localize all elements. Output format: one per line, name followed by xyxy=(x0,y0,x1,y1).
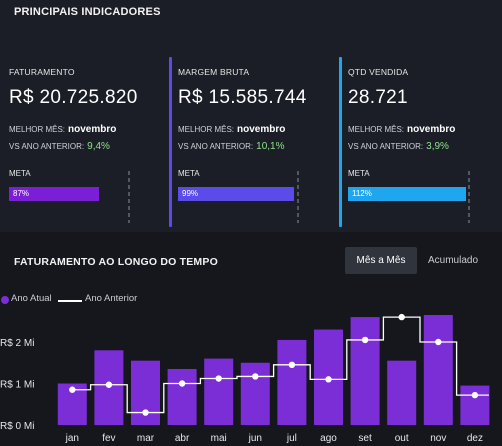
vs-prev-label: VS ANO ANTERIOR: xyxy=(9,142,85,151)
meta-target-marker xyxy=(128,171,130,223)
card-label: QTD VENDIDA xyxy=(348,67,409,77)
meta-progress-fill xyxy=(348,187,466,201)
x-tick-label: mai xyxy=(211,433,227,444)
best-month-label: MELHOR MÊS: xyxy=(178,125,235,134)
x-tick-label: jul xyxy=(286,433,297,444)
meta-label: META xyxy=(178,169,200,178)
meta-target-marker xyxy=(468,171,470,223)
card-accent-bar xyxy=(339,57,342,227)
card-best-month: MELHOR MÊS: novembro xyxy=(9,124,116,135)
x-tick-label: ago xyxy=(320,433,337,444)
best-month-value: novembro xyxy=(237,124,286,135)
point-ano-anterior xyxy=(398,313,405,321)
card-best-month: MELHOR MÊS: novembro xyxy=(348,124,455,135)
y-tick-label: R$ 0 Mi xyxy=(0,421,34,432)
vs-prev-value: 10,1% xyxy=(256,141,285,152)
best-month-value: novembro xyxy=(68,124,117,135)
bar-ano-atual xyxy=(387,360,417,425)
card-accent-bar xyxy=(169,57,172,227)
point-ano-anterior xyxy=(252,373,259,380)
section-title: PRINCIPAIS INDICADORES xyxy=(14,6,161,18)
y-tick-label: R$ 2 Mi xyxy=(0,338,34,349)
point-ano-anterior xyxy=(105,381,113,388)
x-tick-label: fev xyxy=(102,433,115,444)
vs-prev-label: VS ANO ANTERIOR: xyxy=(348,142,424,151)
bar-ano-atual xyxy=(423,315,453,425)
meta-progress: 99% xyxy=(178,187,295,201)
point-ano-anterior xyxy=(69,386,76,393)
card-value: R$ 20.725.820 xyxy=(9,87,138,108)
card-best-month: MELHOR MÊS: novembro xyxy=(178,124,285,135)
x-tick-label: jun xyxy=(248,433,262,444)
meta-progress-fill xyxy=(9,187,100,201)
bar-ano-atual xyxy=(277,339,307,425)
legend-ano-anterior-label: Ano Anterior xyxy=(85,293,138,304)
meta-label: META xyxy=(348,169,370,178)
meta-value: 87% xyxy=(13,189,30,198)
x-tick-label: abr xyxy=(175,433,190,444)
meta-target-marker xyxy=(297,171,299,223)
kpi-card: MARGEM BRUTA R$ 15.585.744 MELHOR MÊS: nove… xyxy=(169,33,333,227)
kpi-card: FATURAMENTO R$ 20.725.820 MELHOR MÊS: novem… xyxy=(0,33,163,226)
toggle-acumulado[interactable]: Acumulado xyxy=(427,255,479,266)
meta-value: 112% xyxy=(352,189,372,198)
x-tick-label: nov xyxy=(430,433,446,444)
bar-ano-atual xyxy=(167,368,197,425)
line-ano-anterior xyxy=(72,316,489,414)
best-month-label: MELHOR MÊS: xyxy=(9,125,66,134)
bar-ano-atual xyxy=(240,362,270,425)
point-ano-anterior xyxy=(215,375,222,382)
point-ano-anterior xyxy=(325,376,332,383)
card-vs-prev: VS ANO ANTERIOR: 3,9% xyxy=(348,141,449,152)
meta-label: META xyxy=(9,169,31,178)
x-tick-label: out xyxy=(395,433,409,444)
point-ano-anterior xyxy=(178,380,186,387)
point-ano-anterior xyxy=(471,391,479,399)
vs-prev-value: 3,9% xyxy=(426,141,449,152)
meta-progress-fill xyxy=(178,187,294,201)
card-vs-prev: VS ANO ANTERIOR: 9,4% xyxy=(9,141,110,152)
vs-prev-label: VS ANO ANTERIOR: xyxy=(178,142,254,151)
bar-ano-atual xyxy=(350,317,380,425)
chart-title: FATURAMENTO AO LONGO DO TEMPO xyxy=(14,256,218,268)
best-month-value: novembro xyxy=(407,124,456,135)
legend-ano-atual-label: Ano Atual xyxy=(11,293,52,304)
best-month-label: MELHOR MÊS: xyxy=(348,125,405,134)
bar-ano-atual xyxy=(460,385,490,425)
y-tick-label: R$ 1 Mi xyxy=(0,380,34,391)
point-ano-anterior xyxy=(435,338,442,346)
vs-prev-value: 9,4% xyxy=(87,141,110,152)
x-tick-label: jan xyxy=(65,433,79,444)
card-value: 28.721 xyxy=(348,87,408,108)
card-vs-prev: VS ANO ANTERIOR: 10,1% xyxy=(178,141,285,152)
bar-ano-atual xyxy=(204,358,234,425)
card-label: FATURAMENTO xyxy=(9,67,75,77)
point-ano-anterior xyxy=(142,409,149,416)
x-tick-label: mar xyxy=(137,433,155,444)
card-value: R$ 15.585.744 xyxy=(178,87,307,108)
card-label: MARGEM BRUTA xyxy=(178,67,250,77)
meta-value: 99% xyxy=(182,189,199,198)
legend-ano-atual-marker xyxy=(1,296,9,304)
point-ano-anterior xyxy=(361,336,369,344)
x-tick-label: dez xyxy=(467,433,483,444)
x-tick-label: set xyxy=(358,433,372,444)
legend-ano-anterior-marker xyxy=(58,299,82,302)
meta-progress: 87% xyxy=(9,187,113,201)
point-ano-anterior xyxy=(288,361,296,369)
kpi-card: QTD VENDIDA 28.721 MELHOR MÊS: novembro VS A… xyxy=(339,33,502,227)
toggle-mes-a-mes[interactable]: Mês a Mês xyxy=(345,247,417,274)
meta-progress: 112% xyxy=(348,187,466,201)
